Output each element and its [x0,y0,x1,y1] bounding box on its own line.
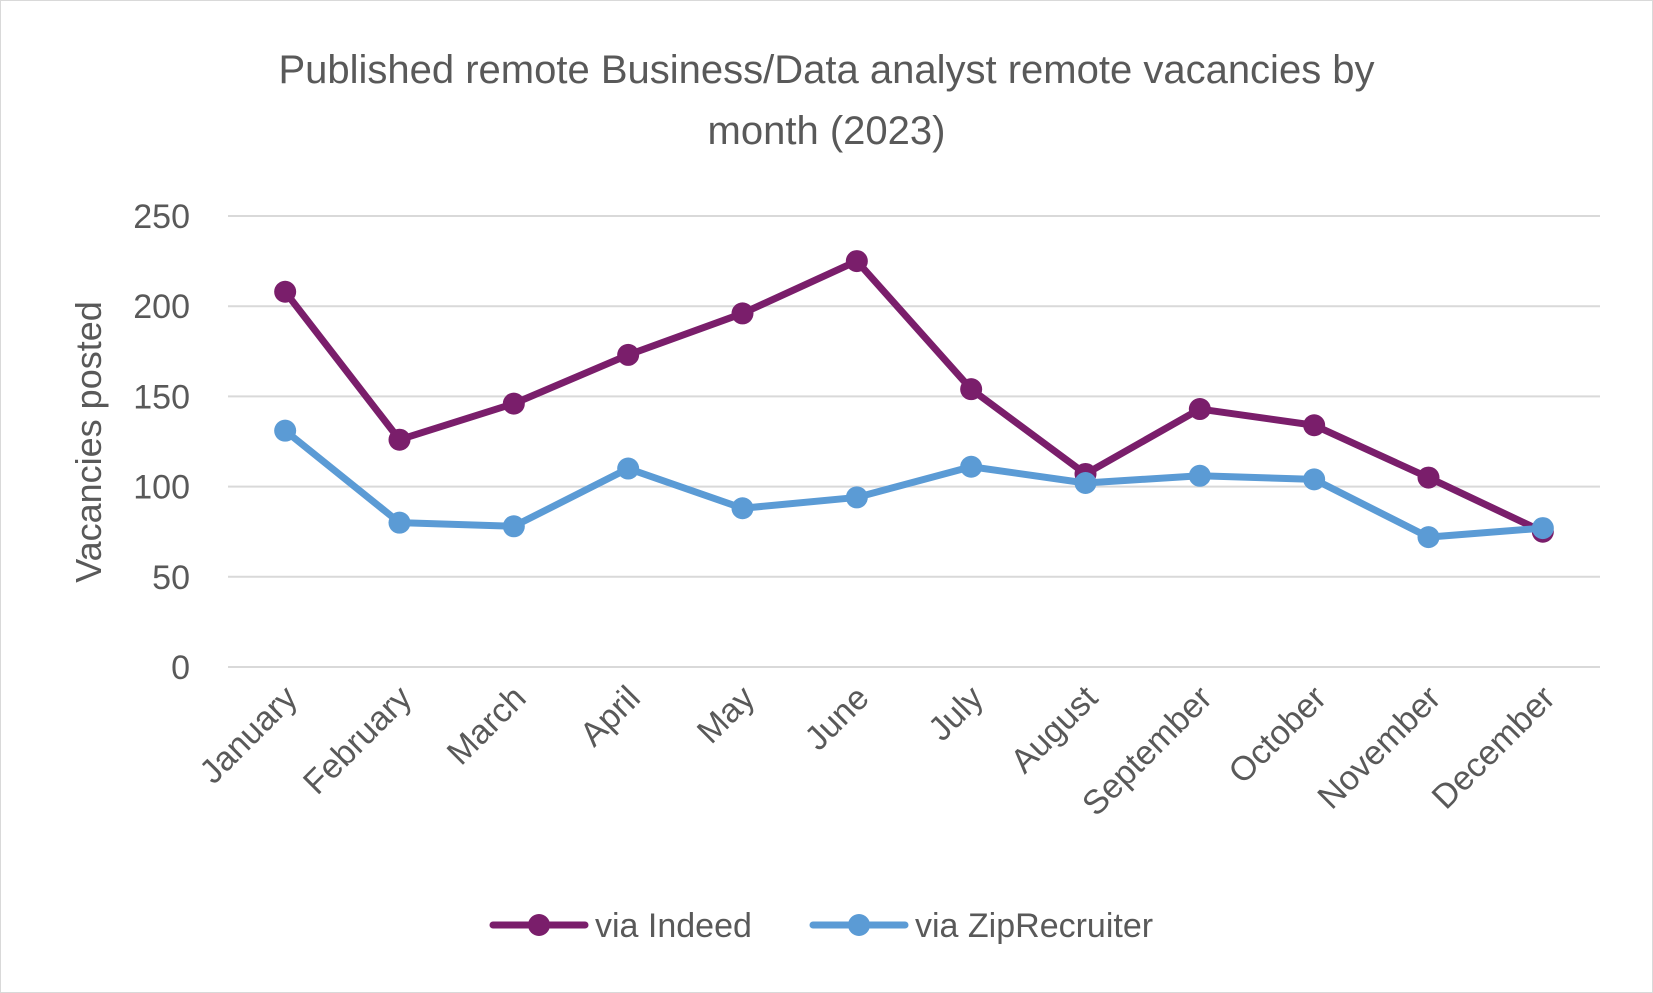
series-layer [274,250,1554,549]
x-tick-label-august: August [1003,678,1105,780]
x-tick-label-june: June [797,679,876,758]
legend: via Indeed via ZipRecruiter [489,907,1153,945]
data-point-via-indeed-april [617,343,640,366]
data-point-via-ziprecruiter-february [388,511,411,534]
legend-marker-via-ziprecruiter [848,914,870,936]
x-tick-label-april: April [573,679,648,754]
data-point-via-indeed-february [388,428,411,451]
data-point-via-ziprecruiter-september [1188,464,1211,487]
data-point-via-indeed-november [1417,466,1440,489]
data-point-via-ziprecruiter-august [1074,471,1097,494]
x-tick-label-february: February [296,679,419,802]
y-axis-label: Vacancies posted [68,301,109,583]
x-tick-label-july: July [921,679,991,749]
chart-title-line-1: Published remote Business/Data analyst r… [278,48,1375,92]
y-axis-ticks: 0 50 100 150 200 250 [133,198,190,687]
y-tick-label-50: 50 [152,559,190,597]
x-tick-label-may: May [690,679,762,751]
data-point-via-ziprecruiter-october [1303,468,1326,491]
chart-title-line-2: month (2023) [707,109,946,153]
data-point-via-indeed-july [960,378,983,401]
data-point-via-ziprecruiter-november [1417,526,1440,549]
data-point-via-ziprecruiter-april [617,457,640,480]
x-tick-label-january: January [192,679,304,791]
y-tick-label-0: 0 [171,649,190,687]
chart-title: Published remote Business/Data analyst r… [0,40,1653,162]
gridlines [228,215,1600,668]
x-tick-label-november: November [1310,679,1448,817]
data-point-via-indeed-january [274,280,297,303]
data-point-via-indeed-october [1303,414,1326,437]
data-point-via-ziprecruiter-july [960,455,983,478]
legend-label-via-ziprecruiter: via ZipRecruiter [915,907,1153,945]
data-point-via-ziprecruiter-may [731,497,754,520]
y-tick-label-200: 200 [133,288,190,326]
data-point-via-ziprecruiter-june [845,486,868,509]
data-point-via-ziprecruiter-january [274,419,297,442]
data-point-via-indeed-march [502,392,525,415]
y-tick-label-250: 250 [133,198,190,236]
y-tick-label-100: 100 [133,469,190,507]
data-point-via-indeed-september [1188,398,1211,421]
data-point-via-ziprecruiter-december [1531,517,1554,540]
data-point-via-ziprecruiter-march [502,515,525,538]
x-tick-label-december: December [1425,679,1563,817]
y-tick-label-150: 150 [133,378,190,416]
legend-label-via-indeed: via Indeed [595,907,752,945]
x-tick-label-october: October [1221,679,1333,791]
legend-marker-via-indeed [528,914,550,936]
series-line-via-ziprecruiter [281,427,1547,541]
data-point-via-indeed-may [731,302,754,325]
x-tick-label-march: March [440,679,534,773]
series-line-via-indeed [281,257,1547,536]
data-point-via-indeed-june [845,250,868,273]
